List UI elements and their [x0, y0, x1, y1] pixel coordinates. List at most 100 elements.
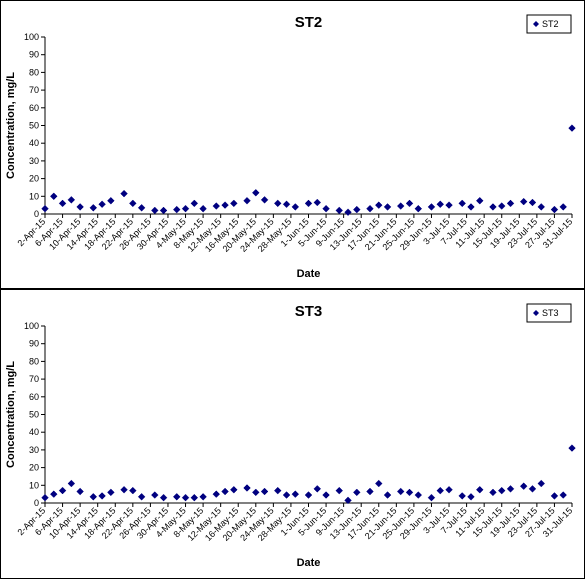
y-tick-label: 10 [29, 480, 39, 490]
data-point [366, 487, 374, 496]
data-point [107, 196, 115, 205]
data-point [313, 485, 322, 493]
y-tick-label: 40 [29, 427, 39, 437]
data-point [528, 198, 537, 207]
data-point [366, 204, 374, 213]
data-point [313, 198, 322, 207]
data-point [199, 204, 207, 213]
data-point [89, 493, 98, 501]
y-tick-label: 100 [24, 32, 39, 42]
data-point [550, 205, 559, 214]
data-point [260, 487, 269, 496]
data-point [396, 202, 405, 210]
data-point [304, 491, 313, 499]
data-point [67, 196, 76, 204]
data-point [243, 484, 251, 492]
data-point [120, 485, 128, 494]
data-point [172, 205, 181, 214]
x-axis-label: Date [297, 268, 321, 280]
data-point [190, 199, 199, 208]
legend-marker-diamond [533, 21, 539, 27]
data-point [467, 493, 475, 501]
data-point [98, 200, 106, 209]
data-point [282, 200, 291, 209]
data-point [445, 485, 453, 494]
data-point [230, 485, 238, 494]
data-point [41, 493, 49, 502]
data-point [506, 199, 515, 208]
data-point [252, 189, 260, 197]
data-point [550, 492, 559, 500]
data-point [243, 196, 251, 205]
data-point [181, 204, 190, 213]
data-point [282, 491, 291, 499]
data-point [353, 488, 361, 497]
data-point [76, 203, 84, 211]
y-tick-label: 50 [29, 121, 39, 131]
data-point [76, 487, 84, 496]
data-point [304, 199, 313, 208]
legend-label: ST3 [542, 308, 559, 318]
y-tick-label: 90 [29, 339, 39, 349]
data-point [427, 203, 436, 211]
data-point [489, 203, 497, 211]
y-tick-label: 80 [29, 356, 39, 366]
data-point [107, 488, 115, 497]
data-point [476, 485, 484, 494]
y-tick-label: 0 [34, 209, 39, 219]
data-point [427, 493, 436, 502]
data-point [476, 196, 484, 205]
legend-label: ST2 [542, 19, 559, 29]
data-point [467, 203, 475, 211]
chart-st2: ST201020304050607080901002-Apr-156-Apr-1… [5, 14, 576, 280]
data-point [335, 206, 343, 215]
data-point [436, 200, 445, 209]
y-tick-label: 70 [29, 374, 39, 384]
data-point [436, 486, 445, 495]
data-point [568, 444, 576, 452]
data-point [274, 486, 282, 495]
data-point [41, 204, 49, 213]
y-tick-label: 90 [29, 50, 39, 60]
chart-title: ST3 [295, 303, 323, 320]
y-tick-label: 0 [34, 498, 39, 508]
data-point [519, 482, 528, 490]
data-point [129, 199, 137, 208]
data-point [50, 490, 58, 498]
y-axis-label: Concentration, mg/L [5, 72, 17, 179]
data-point [396, 487, 405, 496]
data-point [129, 486, 137, 495]
data-point [568, 124, 576, 132]
data-point [190, 493, 199, 502]
y-tick-label: 60 [29, 103, 39, 113]
data-point [519, 197, 528, 206]
data-point [489, 488, 497, 497]
data-point [50, 192, 58, 201]
data-point [120, 189, 128, 198]
data-point [89, 204, 98, 212]
data-point [375, 479, 383, 488]
data-point [252, 488, 260, 497]
data-point [274, 199, 282, 208]
legend-box [526, 303, 572, 323]
data-point [172, 493, 181, 501]
data-point [445, 201, 453, 209]
data-point [458, 199, 466, 208]
data-point [291, 490, 300, 498]
data-point [405, 488, 414, 497]
data-point [344, 208, 352, 216]
y-tick-label: 40 [29, 138, 39, 148]
data-point [212, 490, 221, 498]
data-point [137, 204, 146, 212]
data-point [98, 492, 106, 500]
data-point [221, 201, 229, 209]
data-point [230, 199, 238, 208]
data-point [414, 491, 423, 499]
data-point [291, 203, 300, 211]
y-tick-label: 100 [24, 321, 39, 331]
data-point [405, 199, 414, 208]
data-point [375, 201, 383, 209]
y-axis-label: Concentration, mg/L [5, 361, 17, 468]
data-point [151, 491, 159, 499]
data-point [506, 485, 515, 493]
